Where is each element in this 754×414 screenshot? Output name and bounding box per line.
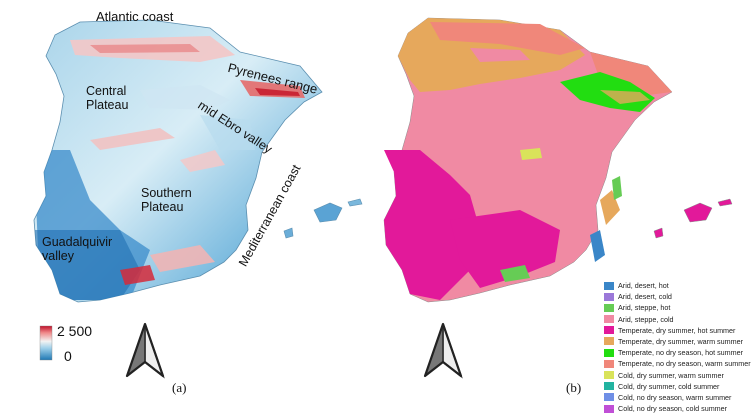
balearic-island-menorca xyxy=(347,198,363,207)
elevation-colorbar xyxy=(39,325,53,361)
legend-item: Arid, steppe, cold xyxy=(604,314,754,325)
climate-legend: Arid, desert, hot Arid, desert, cold Arid,… xyxy=(604,280,754,414)
label-guadalquivir-line1: Guadalquivir xyxy=(42,235,113,249)
legend-label: Temperate, dry summer, hot summer xyxy=(618,325,736,335)
climate-map xyxy=(383,17,733,303)
climate-island-mallorca xyxy=(683,202,713,223)
legend-swatch xyxy=(604,382,614,391)
label-guadalquivir-line2: valley xyxy=(42,249,74,263)
legend-swatch xyxy=(604,303,614,312)
panel-a-label: (a) xyxy=(172,380,187,395)
legend-swatch xyxy=(604,348,614,357)
legend-item: Arid, steppe, hot xyxy=(604,302,754,313)
colorbar-max-label: 2 500 xyxy=(57,323,93,339)
panel-b-label: (b) xyxy=(566,380,582,395)
legend-item: Temperate, dry summer, warm summer xyxy=(604,336,754,347)
legend-label: Temperate, dry summer, warm summer xyxy=(618,336,744,346)
balearic-island-mallorca xyxy=(313,202,343,223)
legend-swatch xyxy=(604,281,614,290)
legend-item: Cold, dry summer, cold summer xyxy=(604,381,754,392)
legend-item: Temperate, dry summer, hot summer xyxy=(604,325,754,336)
legend-label: Arid, desert, cold xyxy=(618,292,672,302)
legend-swatch xyxy=(604,393,614,402)
label-central-plateau-line2: Plateau xyxy=(86,98,129,112)
label-southern-plateau-line2: Plateau xyxy=(141,200,184,214)
north-arrow-icon xyxy=(423,322,463,379)
legend-swatch xyxy=(604,371,614,379)
elevation-map xyxy=(33,19,363,303)
legend-label: Cold, no dry season, cold summer xyxy=(618,404,728,414)
climate-island-menorca xyxy=(717,198,733,207)
legend-item: Arid, desert, cold xyxy=(604,291,754,302)
legend-item: Temperate, no dry season, warm summer xyxy=(604,358,754,369)
legend-label: Arid, desert, hot xyxy=(618,281,669,290)
legend-swatch xyxy=(604,315,614,324)
climate-island-ibiza xyxy=(653,227,664,239)
north-arrow-icon xyxy=(125,322,165,379)
legend-label: Cold, dry summer, warm summer xyxy=(618,370,724,380)
label-southern-plateau-line1: Southern xyxy=(141,186,192,200)
legend-swatch xyxy=(604,359,614,368)
terrain-detail xyxy=(34,36,305,300)
label-central-plateau-line1: Central xyxy=(86,84,127,98)
figure: Atlantic coast Pyrenees range Central Pl… xyxy=(33,9,751,413)
legend-swatch xyxy=(604,326,614,335)
colorbar-min-label: 0 xyxy=(64,348,72,364)
legend-swatch xyxy=(604,404,614,413)
label-atlantic-coast: Atlantic coast xyxy=(96,9,174,24)
legend-label: Temperate, no dry season, warm summer xyxy=(618,359,751,369)
legend-label: Cold, dry summer, cold summer xyxy=(618,381,720,391)
legend-item: Arid, desert, hot xyxy=(604,280,754,291)
legend-label: Arid, steppe, cold xyxy=(618,314,674,324)
legend-item: Cold, no dry season, warm summer xyxy=(604,392,754,403)
legend-label: Cold, no dry season, warm summer xyxy=(618,392,732,402)
legend-swatch xyxy=(604,337,614,346)
legend-swatch xyxy=(604,292,614,301)
legend-item: Cold, no dry season, cold summer xyxy=(604,403,754,414)
legend-label: Temperate, no dry season, hot summer xyxy=(618,348,744,358)
balearic-island-ibiza xyxy=(283,227,294,239)
legend-label: Arid, steppe, hot xyxy=(618,303,671,313)
legend-item: Temperate, no dry season, hot summer xyxy=(604,347,754,358)
map-figure xyxy=(33,17,733,379)
legend-item: Cold, dry summer, warm summer xyxy=(604,370,754,381)
